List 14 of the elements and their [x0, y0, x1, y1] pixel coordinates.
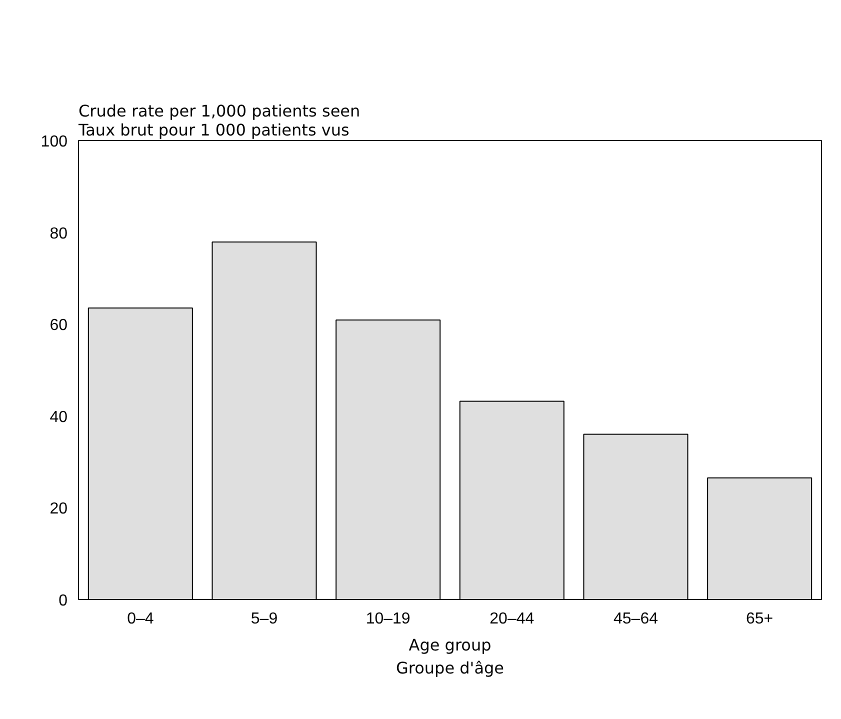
x-axis-title: Age group Groupe d'âge — [396, 636, 504, 678]
x-tick-label: 65+ — [746, 610, 774, 628]
x-tick-label: 20–44 — [490, 610, 534, 628]
y-tick-label: 40 — [50, 408, 68, 426]
x-tick-label: 45–64 — [614, 610, 658, 628]
x-tick-label: 5–9 — [250, 610, 278, 628]
x-tick-label: 0–4 — [127, 610, 154, 628]
y-tick-label: 80 — [50, 225, 68, 242]
y-tick-label: 100 — [40, 134, 68, 150]
y-tick-label: 0 — [58, 592, 68, 610]
x-tick-label: 10–19 — [366, 610, 410, 628]
y-axis-title: Crude rate per 1,000 patients seen Taux brut pour 1 000 patients vus — [78, 102, 360, 140]
y-tick-label: 60 — [50, 317, 68, 334]
y-tick-label: 20 — [50, 500, 68, 518]
